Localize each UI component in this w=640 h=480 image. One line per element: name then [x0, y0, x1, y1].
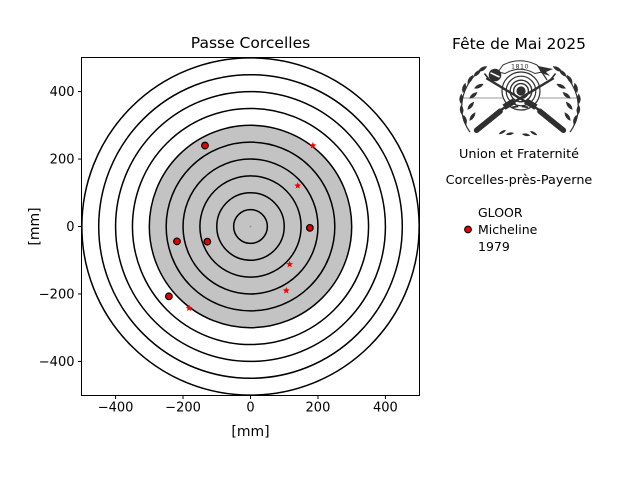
shot-marker-circle	[164, 292, 173, 301]
x-tick-label: 200	[306, 401, 331, 416]
shot-marker-star	[185, 304, 193, 311]
shot-marker-circle	[201, 141, 209, 150]
shot-marker-circle	[203, 237, 212, 246]
target-ring	[232, 208, 269, 245]
shot-marker-star	[309, 141, 317, 149]
x-axis-label: [mm]	[231, 424, 269, 440]
society-name: Union et Fraternité	[459, 147, 579, 162]
target-ring	[97, 73, 404, 380]
legend-shooter-year: 1979	[478, 239, 510, 254]
target-ring	[131, 107, 370, 346]
x-tick-label: 400	[373, 401, 398, 416]
legend-marker-icon	[464, 225, 472, 234]
x-tick-label: 0	[246, 401, 254, 416]
y-tick-label: −200	[39, 287, 75, 302]
target-ring	[199, 175, 302, 278]
y-axis-label: [mm]	[27, 207, 43, 245]
y-tick-label: 0	[66, 220, 74, 235]
y-tick-label: −400	[39, 355, 75, 370]
legend-shooter-lastname: GLOOR	[478, 205, 523, 220]
event-title: Fête de Mai 2025	[452, 35, 586, 53]
society-emblem: 1810	[460, 60, 581, 137]
emblem-flag	[537, 65, 553, 81]
x-tick-label: −400	[98, 401, 134, 416]
shot-marker-star	[294, 182, 302, 189]
target-ring	[81, 57, 420, 396]
shot-markers-layer	[164, 141, 317, 311]
legend-shooter-firstname: Micheline	[478, 222, 538, 237]
y-tick-label: 200	[50, 153, 75, 168]
emblem-founding-year: 1810	[511, 64, 529, 71]
target-center-dot	[249, 225, 252, 228]
target-ring	[114, 90, 387, 363]
target-ring	[216, 192, 285, 261]
target-ring	[182, 158, 319, 295]
emblem-marker-disc	[488, 68, 502, 82]
emblem-target-center	[516, 86, 526, 96]
shot-marker-circle	[173, 237, 181, 246]
shot-marker-star	[286, 260, 294, 268]
shot-marker-star	[282, 287, 290, 294]
target-ring	[165, 141, 336, 312]
legend: GLOOR Micheline 1979	[464, 205, 538, 254]
x-tick-label: −200	[165, 401, 201, 416]
y-tick-label: 400	[50, 85, 75, 100]
axis-ticks-layer: −400 −200 0 200 400 400 200 0 −200 −400	[39, 85, 398, 415]
shot-marker-circle	[305, 223, 314, 232]
chart-title: Passe Corcelles	[191, 34, 310, 52]
target-ring	[148, 124, 353, 329]
society-location: Corcelles-près-Payerne	[446, 173, 593, 188]
target-rings-layer	[81, 57, 420, 396]
